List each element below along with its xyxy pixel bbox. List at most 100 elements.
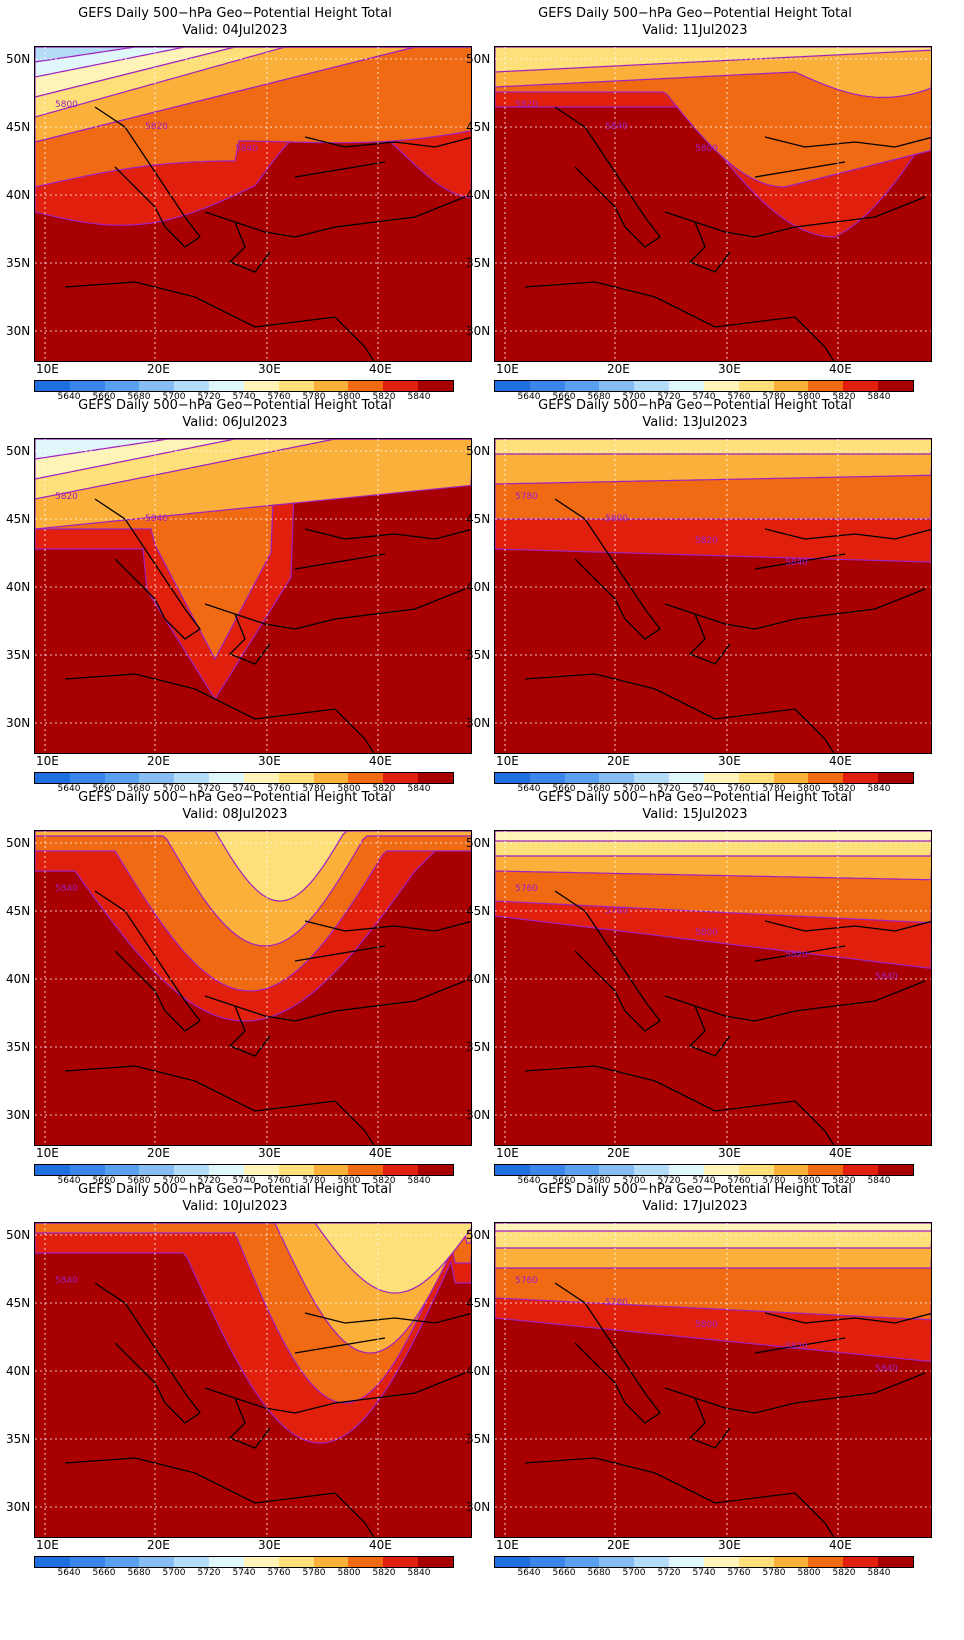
- colorbar-labels: 5640 5660 5680 5700 5720 5740 5760 5780 5800 5820…: [494, 1176, 914, 1188]
- colorbar-label: 5740: [692, 1176, 716, 1186]
- lat-tick-label: 50N: [466, 444, 491, 458]
- colorbar-swatch: [104, 381, 140, 391]
- lat-tick-label: 45N: [466, 512, 491, 526]
- colorbar-swatch: [738, 381, 774, 391]
- colorbar-swatch: [808, 381, 844, 391]
- panel-title: GEFS Daily 500−hPa Geo−Potential Height …: [538, 398, 852, 413]
- colorbar-swatch: [703, 1557, 739, 1567]
- colorbar-swatch: [104, 773, 140, 783]
- panel-title: GEFS Daily 500−hPa Geo−Potential Height …: [78, 1182, 392, 1197]
- height-field-map: 5760 5780 5800 5820 5840: [495, 1223, 931, 1537]
- colorbar-swatch: [599, 381, 635, 391]
- colorbar-swatch: [634, 381, 670, 391]
- colorbar-swatch: [383, 773, 419, 783]
- colorbar-swatch: [418, 1557, 453, 1567]
- colorbar-label: 5700: [622, 392, 646, 402]
- colorbar-swatch: [529, 773, 565, 783]
- colorbar-label: 5760: [727, 1176, 751, 1186]
- lat-tick-label: 30N: [6, 716, 31, 730]
- lon-tick-label: 30E: [718, 1538, 741, 1552]
- lat-tick-label: 35N: [6, 1040, 31, 1054]
- colorbar-swatch: [738, 1557, 774, 1567]
- contour-label: 5820: [695, 536, 718, 546]
- panel-valid-date: Valid: 13Jul2023: [642, 415, 748, 430]
- contour-label: 5800: [55, 100, 78, 110]
- colorbar-swatch: [313, 773, 349, 783]
- colorbar-swatch: [564, 1557, 600, 1567]
- height-band-contour: [35, 439, 471, 460]
- colorbar-label: 5720: [197, 1568, 221, 1578]
- height-field-map: 5840: [35, 831, 471, 1145]
- colorbar-label: 5660: [552, 392, 576, 402]
- lon-tick-label: 20E: [147, 362, 170, 376]
- height-field-map: 5820 5840 5800: [495, 47, 931, 361]
- colorbar-label: 5660: [552, 784, 576, 794]
- colorbar-label: 5820: [832, 392, 856, 402]
- map-panel: GEFS Daily 500−hPa Geo−Potential Height …: [460, 0, 932, 402]
- contour-label: 5840: [145, 514, 168, 524]
- colorbar-swatch: [69, 1557, 105, 1567]
- coastline-borders: [64, 106, 471, 361]
- map-panel: GEFS Daily 500−hPa Geo−Potential Height …: [0, 392, 472, 794]
- lon-tick-label: 10E: [496, 1538, 519, 1552]
- colorbar-label: 5660: [552, 1568, 576, 1578]
- lat-tick-label: 50N: [6, 52, 31, 66]
- lat-tick-label: 50N: [466, 1228, 491, 1242]
- colorbar-swatch: [104, 1557, 140, 1567]
- colorbar-label: 5740: [232, 784, 256, 794]
- contour-label: 5840: [875, 972, 898, 982]
- colorbar-label: 5760: [267, 1176, 291, 1186]
- colorbar-label: 5660: [92, 392, 116, 402]
- colorbar-label: 5740: [232, 392, 256, 402]
- colorbar-label: 5840: [407, 1176, 431, 1186]
- lon-tick-label: 40E: [369, 1146, 392, 1160]
- colorbar-label: 5840: [407, 784, 431, 794]
- lon-tick-label: 40E: [369, 362, 392, 376]
- colorbar-swatch: [878, 381, 913, 391]
- colorbar: [494, 772, 914, 784]
- colorbar-swatch: [418, 381, 453, 391]
- colorbar-swatch: [35, 773, 70, 783]
- colorbar-swatch: [529, 1165, 565, 1175]
- colorbar-swatch: [243, 1557, 279, 1567]
- height-band-contour: [35, 439, 471, 480]
- colorbar-label: 5640: [57, 392, 81, 402]
- lon-tick-label: 20E: [607, 754, 630, 768]
- colorbar-swatch: [878, 1165, 913, 1175]
- contour-label: 5820: [55, 492, 78, 502]
- colorbar-swatch: [209, 773, 244, 783]
- lon-tick-label: 40E: [829, 754, 852, 768]
- colorbar-swatch: [738, 1165, 774, 1175]
- lat-tick-label: 40N: [466, 188, 491, 202]
- contour-label: 5800: [605, 514, 628, 524]
- lat-tick-label: 40N: [466, 972, 491, 986]
- lat-tick-label: 35N: [466, 1040, 491, 1054]
- colorbar-label: 5740: [692, 392, 716, 402]
- colorbar-label: 5640: [517, 1568, 541, 1578]
- height-field-map: 5840: [35, 1223, 471, 1537]
- contour-label: 5840: [235, 144, 258, 154]
- colorbar-labels: 5640 5660 5680 5700 5720 5740 5760 5780 5800 5820…: [34, 1176, 454, 1188]
- lat-tick-label: 45N: [466, 120, 491, 134]
- colorbar-label: 5680: [127, 1176, 151, 1186]
- colorbar-swatch: [313, 381, 349, 391]
- colorbar-label: 5800: [797, 1176, 821, 1186]
- colorbar-swatch: [529, 381, 565, 391]
- coastline-borders: [64, 890, 471, 1145]
- colorbar-label: 5820: [372, 392, 396, 402]
- map-panel: GEFS Daily 500−hPa Geo−Potential Height …: [460, 1176, 932, 1578]
- lon-tick-label: 10E: [496, 1146, 519, 1160]
- colorbar: [34, 380, 454, 392]
- colorbar-swatch: [383, 1165, 419, 1175]
- colorbar-label: 5680: [587, 1568, 611, 1578]
- colorbar-swatch: [313, 1165, 349, 1175]
- lat-tick-label: 40N: [466, 580, 491, 594]
- colorbar-swatch: [313, 1557, 349, 1567]
- colorbar: [34, 1164, 454, 1176]
- lat-tick-label: 45N: [466, 1296, 491, 1310]
- map-frame: 5820 5840 5800: [494, 46, 932, 362]
- colorbar-label: 5640: [517, 392, 541, 402]
- colorbar-label: 5780: [762, 392, 786, 402]
- colorbar-swatch: [69, 1165, 105, 1175]
- colorbar-label: 5740: [692, 1568, 716, 1578]
